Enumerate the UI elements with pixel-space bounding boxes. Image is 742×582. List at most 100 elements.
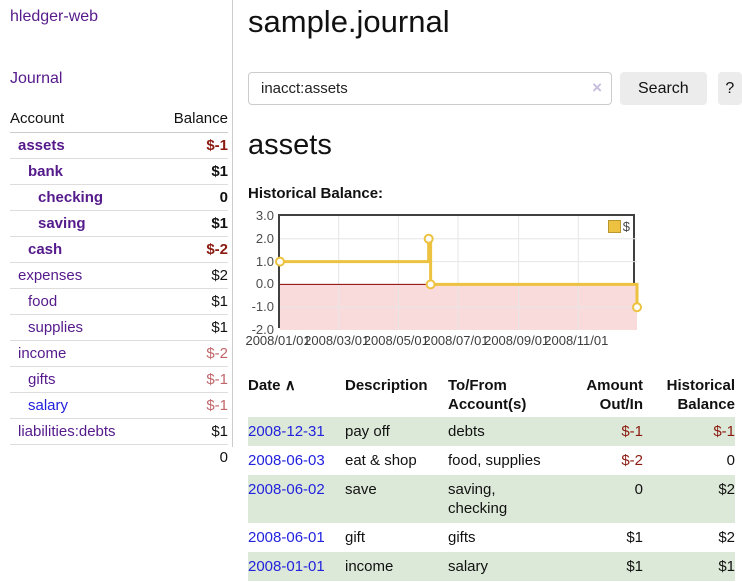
register-col-accounts-line1: To/From <box>448 377 507 394</box>
account-name-cell: supplies <box>10 314 155 341</box>
transaction-date-link[interactable]: 2008-12-31 <box>248 423 325 440</box>
search-input[interactable] <box>248 72 612 105</box>
transaction-description: eat & shop <box>345 452 417 469</box>
transaction-description: gift <box>345 529 366 546</box>
transaction-accounts: debts <box>448 423 485 440</box>
y-axis-tick-label: 3.0 <box>255 208 274 223</box>
account-row: assets $-1 <box>10 132 228 159</box>
register-col-amount: Amount Out/In <box>553 373 643 417</box>
account-name-cell: gifts <box>10 366 155 393</box>
account-name-cell: liabilities:debts <box>10 418 155 445</box>
account-heading: assets <box>248 129 332 161</box>
transaction-accounts: food, supplies <box>448 452 541 469</box>
transaction-balance: 0 <box>726 452 735 469</box>
transaction-date-link[interactable]: 2008-01-01 <box>248 558 325 575</box>
account-link[interactable]: supplies <box>28 319 84 336</box>
accounts-col-account: Account <box>10 106 155 133</box>
account-link[interactable]: bank <box>28 163 64 180</box>
brand-link[interactable]: hledger-web <box>10 8 99 25</box>
transaction-accounts: saving, checking <box>448 481 508 517</box>
search-input-wrap: × <box>248 72 612 105</box>
account-name-cell: saving <box>10 210 155 237</box>
account-row: gifts $-1 <box>10 366 228 393</box>
sidebar-item-journal[interactable]: Journal <box>10 70 63 87</box>
register-col-description: Description <box>345 377 428 394</box>
transaction-row: 2008-06-01 gift gifts $1 $2 <box>248 523 735 552</box>
account-name-cell: income <box>10 340 155 367</box>
transaction-description: income <box>345 558 394 575</box>
register-col-balance: Historical Balance <box>643 373 735 417</box>
accounts-table-header: Account Balance <box>10 106 228 133</box>
account-row: liabilities:debts $1 <box>10 418 228 445</box>
account-row: checking 0 <box>10 184 228 211</box>
account-link[interactable]: assets <box>18 137 65 154</box>
main-content: sample.journal × Search ? assets Histori… <box>245 0 742 581</box>
account-name-cell: expenses <box>10 262 155 289</box>
account-link[interactable]: checking <box>38 189 104 206</box>
register-col-amount-line2: Out/In <box>599 396 643 413</box>
account-row: income $-2 <box>10 340 228 367</box>
account-balance: $1 <box>154 288 228 315</box>
transaction-balance: $1 <box>718 558 735 575</box>
x-axis-tick-label: 2008/11/01 <box>544 333 609 348</box>
account-name-cell: food <box>10 288 155 315</box>
account-link[interactable]: salary <box>28 397 69 414</box>
register-header-row: Date ∧ Description To/From Account(s) Am… <box>248 373 735 417</box>
search-bar: × Search ? <box>248 72 742 105</box>
account-link[interactable]: food <box>28 293 58 310</box>
transaction-date-link[interactable]: 2008-06-03 <box>248 452 325 469</box>
account-link[interactable]: expenses <box>18 267 83 284</box>
transaction-balance: $2 <box>718 529 735 546</box>
register-col-date-label: Date <box>248 377 281 394</box>
account-balance: $1 <box>154 158 228 185</box>
transaction-date-cell: 2008-01-01 <box>248 552 345 581</box>
y-axis-tick-label: -2.0 <box>251 322 274 337</box>
register-col-amount-line1: Amount <box>586 377 643 394</box>
help-button[interactable]: ? <box>717 72 742 105</box>
search-button[interactable]: Search <box>620 72 707 105</box>
account-row: saving $1 <box>10 210 228 237</box>
account-balance: $1 <box>154 418 228 445</box>
transaction-amount: $-1 <box>621 423 643 440</box>
accounts-total-spacer <box>10 444 155 470</box>
register-col-accounts-line2: Account(s) <box>448 396 527 413</box>
account-link[interactable]: saving <box>38 215 86 232</box>
transaction-accounts: salary <box>448 558 489 575</box>
transaction-date-link[interactable]: 2008-06-01 <box>248 529 325 546</box>
account-link[interactable]: gifts <box>28 371 56 388</box>
transaction-date-cell: 2008-06-02 <box>248 475 345 523</box>
account-name-cell: bank <box>10 158 155 185</box>
x-axis-tick-label: 2008/07/01 <box>423 333 489 348</box>
account-name-cell: cash <box>10 236 155 263</box>
y-axis-tick-label: 1.0 <box>255 253 274 269</box>
account-link[interactable]: cash <box>28 241 63 258</box>
transaction-date-cell: 2008-12-31 <box>248 417 345 446</box>
legend-label: $ <box>622 219 630 234</box>
y-axis-tick-label: 0.0 <box>255 276 274 292</box>
data-point-marker <box>632 302 642 313</box>
register-col-accounts: To/From Account(s) <box>448 373 553 417</box>
account-link[interactable]: liabilities:debts <box>18 423 116 440</box>
transaction-row: 2008-06-02 save saving, checking 0 $2 <box>248 475 735 523</box>
account-link[interactable]: income <box>18 345 67 362</box>
transaction-amount: $1 <box>626 558 643 575</box>
account-row: cash $-2 <box>10 236 228 263</box>
accounts-total-row: 0 <box>10 444 228 470</box>
transaction-amount: 0 <box>634 481 643 498</box>
account-row: salary $-1 <box>10 392 228 419</box>
y-axis-tick-label: -1.0 <box>251 299 274 315</box>
transaction-row: 2008-01-01 income salary $1 $1 <box>248 552 735 581</box>
x-axis-tick-label: 2008/03/01 <box>304 333 370 348</box>
chart-svg <box>275 216 642 330</box>
clear-search-icon[interactable]: × <box>592 78 602 97</box>
page-title: sample.journal <box>248 4 450 39</box>
account-row: bank $1 <box>10 158 228 185</box>
register-col-date[interactable]: Date ∧ <box>248 373 345 417</box>
account-row: supplies $1 <box>10 314 228 341</box>
register-col-balance-line2: Balance <box>677 396 735 413</box>
transaction-date-link[interactable]: 2008-06-02 <box>248 481 325 498</box>
x-axis-tick-label: 2008/09/01 <box>484 333 550 348</box>
account-balance: $2 <box>154 262 228 289</box>
account-row: food $1 <box>10 288 228 315</box>
account-balance: $-2 <box>154 236 228 263</box>
